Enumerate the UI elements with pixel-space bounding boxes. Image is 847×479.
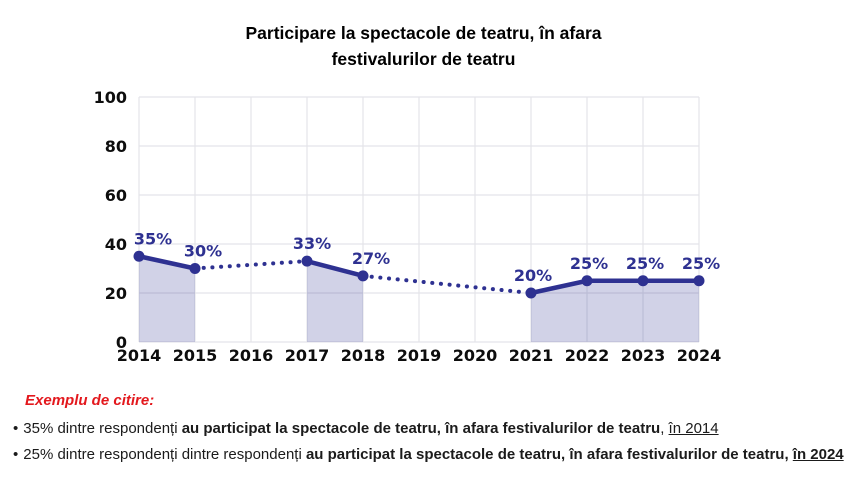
x-axis-tick-2020: 2020 — [453, 346, 498, 365]
data-point-2014 — [133, 250, 145, 262]
note-text-part: 35% dintre respondenți — [23, 420, 182, 437]
x-axis-tick-2019: 2019 — [397, 346, 442, 365]
data-label-2023: 25% — [626, 254, 664, 273]
data-point-2015 — [189, 263, 201, 274]
x-axis-tick-2022: 2022 — [565, 346, 610, 365]
chart-title-line-2: festivalurilor de teatru — [331, 49, 516, 69]
data-point-2023 — [637, 275, 649, 287]
line-segment-dotted-2015 — [193, 259, 309, 271]
note-text-part: 25% dintre respondenți dintre respondenț… — [23, 446, 306, 463]
chart-title: Participare la spectacole de teatru, în … — [0, 20, 847, 72]
fill-region-2014-2015 — [139, 256, 195, 342]
data-point-2017 — [301, 255, 313, 267]
x-axis-tick-2017: 2017 — [285, 346, 330, 365]
data-point-2022 — [581, 275, 593, 287]
x-axis-tick-2024: 2024 — [677, 346, 722, 365]
line-segment-solid-2014 — [138, 254, 196, 271]
y-axis-tick-40: 40 — [105, 235, 127, 254]
x-axis-tick-2021: 2021 — [509, 346, 554, 365]
x-axis-tick-2023: 2023 — [621, 346, 666, 365]
data-label-2017: 33% — [293, 234, 331, 253]
data-label-2015: 30% — [184, 242, 222, 261]
y-axis-tick-60: 60 — [105, 186, 127, 205]
reading-example-heading: Exemplu de citire: — [25, 392, 155, 409]
line-segment-solid-2021 — [530, 278, 699, 296]
notes-list: • 35% dintre respondenți au participat la… — [13, 416, 844, 468]
data-label-2018: 27% — [352, 249, 390, 268]
fill-region-2021-2024 — [531, 280, 699, 342]
note-text-part: , — [660, 420, 669, 437]
note-text-part: au participat la spectacole de teatru, î… — [305, 446, 793, 463]
data-label-2021: 20% — [514, 266, 552, 285]
note-text-part: în 2024 — [792, 446, 844, 463]
chart-title-line-1: Participare la spectacole de teatru, în … — [245, 23, 602, 43]
line-segment-solid-2017 — [306, 258, 364, 279]
y-axis-tick-20: 20 — [105, 284, 127, 303]
line-chart: 35% 30% 33% 27% 20% 25% 25% 25% 0 20 40 60 80 100 2014… — [94, 88, 722, 365]
x-axis-tick-2015: 2015 — [173, 346, 218, 365]
y-axis-tick-0: 0 — [116, 333, 127, 352]
note-bullet-1: • 35% dintre respondenți au participat la… — [13, 416, 841, 442]
data-label-2014: 35% — [134, 229, 172, 248]
y-axis-tick-100: 100 — [94, 88, 127, 107]
bullet-marker: • — [13, 420, 19, 437]
note-text-part: în 2014 — [668, 420, 719, 437]
x-axis-tick-2016: 2016 — [229, 346, 274, 365]
data-point-2021 — [525, 287, 537, 299]
note-bullet-2: • 25% dintre respondenți dintre responden… — [13, 442, 844, 468]
note-text-part: au participat la spectacole de teatru, î… — [181, 420, 661, 437]
y-axis-tick-80: 80 — [105, 137, 127, 156]
x-axis-tick-2018: 2018 — [341, 346, 386, 365]
fill-region-2017-2018 — [307, 261, 363, 342]
data-label-2022: 25% — [570, 254, 608, 273]
x-axis-tick-2014: 2014 — [117, 346, 162, 365]
bullet-marker: • — [13, 446, 19, 463]
data-label-2024: 25% — [682, 254, 720, 273]
data-point-2018 — [357, 270, 369, 282]
reading-example-notes: Exemplu de citire: • 35% dintre responden… — [13, 391, 844, 468]
data-point-2024 — [693, 275, 705, 287]
line-segment-dotted-2018 — [361, 273, 533, 295]
